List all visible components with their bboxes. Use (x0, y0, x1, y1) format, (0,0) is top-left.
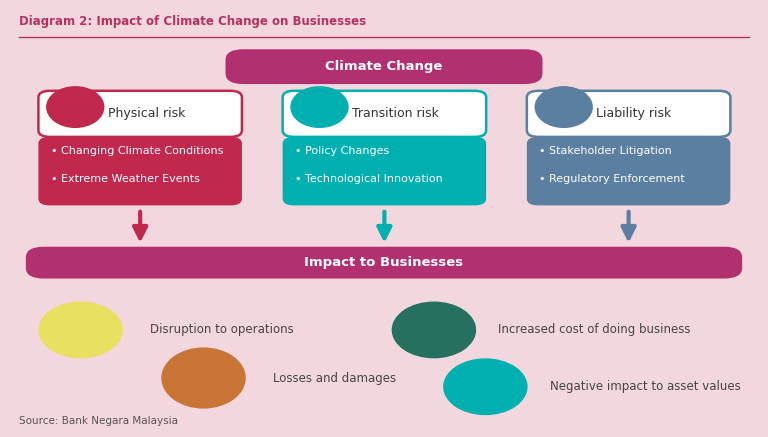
Text: Physical risk: Physical risk (108, 108, 185, 120)
Text: • Policy Changes: • Policy Changes (295, 146, 389, 156)
FancyBboxPatch shape (527, 91, 730, 137)
Text: Climate Change: Climate Change (326, 60, 442, 73)
Text: Liability risk: Liability risk (596, 108, 671, 120)
Text: • Extreme Weather Events: • Extreme Weather Events (51, 174, 200, 184)
Text: • Stakeholder Litigation: • Stakeholder Litigation (539, 146, 672, 156)
Ellipse shape (443, 358, 528, 415)
Ellipse shape (290, 86, 349, 128)
Ellipse shape (535, 86, 593, 128)
FancyBboxPatch shape (227, 50, 541, 83)
Text: Negative impact to asset values: Negative impact to asset values (550, 380, 740, 393)
FancyBboxPatch shape (283, 91, 486, 137)
Ellipse shape (392, 302, 476, 358)
Text: • Technological Innovation: • Technological Innovation (295, 174, 442, 184)
Text: Losses and damages: Losses and damages (273, 371, 396, 385)
Text: • Regulatory Enforcement: • Regulatory Enforcement (539, 174, 685, 184)
FancyBboxPatch shape (27, 248, 741, 277)
Text: Impact to Businesses: Impact to Businesses (304, 256, 464, 269)
FancyBboxPatch shape (38, 137, 242, 205)
FancyBboxPatch shape (38, 91, 242, 137)
Ellipse shape (38, 302, 123, 358)
Text: • Changing Climate Conditions: • Changing Climate Conditions (51, 146, 223, 156)
Ellipse shape (161, 347, 246, 409)
Text: Disruption to operations: Disruption to operations (150, 323, 293, 336)
Text: Source: Bank Negara Malaysia: Source: Bank Negara Malaysia (19, 416, 178, 426)
Ellipse shape (46, 86, 104, 128)
Text: Diagram 2: Impact of Climate Change on Businesses: Diagram 2: Impact of Climate Change on B… (19, 15, 366, 28)
Text: Increased cost of doing business: Increased cost of doing business (498, 323, 690, 336)
FancyBboxPatch shape (283, 137, 486, 205)
FancyBboxPatch shape (527, 137, 730, 205)
Text: Transition risk: Transition risk (352, 108, 439, 120)
